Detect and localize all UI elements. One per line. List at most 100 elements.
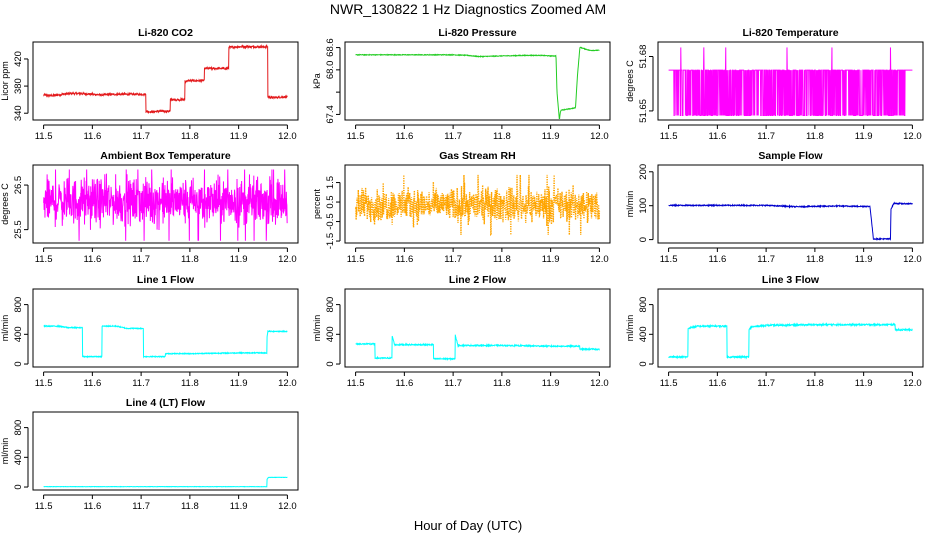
- chart-line-3-flow: Line 3 Flow 11.5 11.6 11.7 11.8 11.9 12.0 0 400 8…: [625, 274, 924, 389]
- y-tick-label: 800: [13, 297, 24, 313]
- x-tick-label: 11.9: [542, 131, 560, 142]
- x-tick-label: 11.7: [132, 378, 150, 389]
- chart-title: Line 4 (LT) Flow: [126, 397, 206, 409]
- x-tick-label: 11.8: [181, 501, 199, 512]
- plot-frame: [657, 164, 924, 244]
- chart-title: Ambient Box Temperature: [100, 150, 231, 162]
- plot-frame: [32, 288, 299, 368]
- y-tick-label: 800: [325, 297, 336, 313]
- x-tick-label: 12.0: [590, 378, 609, 389]
- x-tick-label: 12.0: [278, 501, 297, 512]
- chart-li-820-temperature: Li-820 Temperature 11.5 11.6 11.7 11.8 11.9 12…: [625, 27, 924, 142]
- x-tick-label: 11.8: [806, 254, 824, 265]
- x-tick-label: 11.7: [132, 254, 150, 265]
- x-tick-label: 11.7: [132, 131, 150, 142]
- y-tick-label: 0: [638, 237, 649, 242]
- y-axis-label: ml/min: [625, 315, 635, 342]
- x-tick-label: 12.0: [278, 378, 297, 389]
- x-tick-label: 11.5: [35, 254, 53, 265]
- x-tick-label: 11.9: [230, 131, 248, 142]
- y-tick-label: 1.5: [325, 176, 336, 189]
- y-tick-label: 0: [13, 361, 24, 366]
- x-tick-label: 11.6: [395, 131, 413, 142]
- y-tick-label: 800: [638, 297, 649, 313]
- x-tick-label: 11.6: [708, 131, 726, 142]
- y-tick-label: -0.5: [325, 213, 336, 229]
- chart-title: Li-820 CO2: [138, 27, 193, 39]
- x-tick-label: 11.9: [230, 501, 248, 512]
- x-tick-label: 11.5: [35, 131, 53, 142]
- x-tick-label: 11.6: [395, 378, 413, 389]
- x-tick-label: 11.9: [230, 254, 248, 265]
- y-axis-label: ml/min: [625, 191, 635, 218]
- plot-frame: [32, 41, 299, 121]
- x-tick-label: 11.6: [83, 131, 101, 142]
- figure-x-axis-label: Hour of Day (UTC): [413, 518, 523, 533]
- x-tick-label: 12.0: [278, 131, 297, 142]
- x-tick-label: 12.0: [903, 378, 922, 389]
- y-tick-label: 420: [13, 51, 24, 67]
- chart-line-1-flow: Line 1 Flow 11.5 11.6 11.7 11.8 11.9 12.0 0 400 8…: [0, 274, 299, 389]
- x-tick-label: 11.5: [347, 378, 365, 389]
- plot-frame: [344, 164, 611, 244]
- x-tick-label: 11.5: [347, 254, 365, 265]
- x-tick-label: 12.0: [590, 254, 609, 265]
- y-tick-label: 68.6: [325, 38, 336, 57]
- series-line: [43, 476, 288, 488]
- chart-title: Line 2 Flow: [449, 274, 507, 286]
- y-tick-label: 380: [13, 78, 24, 94]
- y-tick-label: 0: [13, 484, 24, 489]
- x-tick-label: 11.8: [806, 131, 824, 142]
- y-tick-label: 51.65: [638, 99, 649, 123]
- y-tick-label: 26.5: [13, 176, 24, 195]
- x-tick-label: 11.6: [83, 501, 101, 512]
- x-tick-label: 11.7: [757, 131, 775, 142]
- x-tick-label: 11.9: [855, 254, 873, 265]
- x-tick-label: 11.8: [493, 131, 511, 142]
- y-axis-label: ml/min: [312, 315, 322, 342]
- y-axis-label: kPa: [312, 73, 322, 89]
- x-tick-label: 12.0: [903, 254, 922, 265]
- y-axis-label: ml/min: [0, 438, 10, 465]
- x-tick-label: 11.9: [230, 378, 248, 389]
- chart-line-2-flow: Line 2 Flow 11.5 11.6 11.7 11.8 11.9 12.0 0 400 8…: [312, 274, 611, 389]
- x-tick-label: 11.6: [395, 254, 413, 265]
- x-tick-label: 11.9: [542, 378, 560, 389]
- x-tick-label: 11.8: [493, 378, 511, 389]
- chart-gas-stream-rh: Gas Stream RH 11.5 11.6 11.7 11.8 11.9 12.0 -1.…: [312, 150, 611, 265]
- y-tick-label: 400: [638, 326, 649, 342]
- chart-title: Line 1 Flow: [137, 274, 195, 286]
- y-axis-label: ml/min: [0, 315, 10, 342]
- x-tick-label: 11.9: [855, 378, 873, 389]
- x-tick-label: 11.6: [83, 254, 101, 265]
- x-tick-label: 11.8: [181, 254, 199, 265]
- x-tick-label: 11.5: [35, 501, 53, 512]
- chart-title: Gas Stream RH: [439, 150, 515, 162]
- chart-title: Line 3 Flow: [762, 274, 820, 286]
- y-tick-label: 0: [325, 361, 336, 366]
- x-tick-label: 11.5: [347, 131, 365, 142]
- series-line: [668, 322, 913, 360]
- x-tick-label: 11.5: [660, 254, 678, 265]
- plot-frame: [344, 41, 611, 121]
- plot-frame: [32, 411, 299, 491]
- y-axis-label: percent: [312, 188, 322, 219]
- series-line: [43, 324, 288, 359]
- y-axis-label: Licor ppm: [0, 61, 10, 101]
- x-tick-label: 11.9: [542, 254, 560, 265]
- x-tick-label: 12.0: [590, 131, 609, 142]
- y-axis-label: degrees C: [0, 183, 10, 225]
- x-tick-label: 11.6: [83, 378, 101, 389]
- series-line: [668, 47, 913, 116]
- x-tick-label: 12.0: [278, 254, 297, 265]
- chart-title: Li-820 Pressure: [438, 27, 516, 39]
- x-tick-label: 11.7: [444, 131, 462, 142]
- series-line: [43, 169, 288, 241]
- chart-title: Li-820 Temperature: [742, 27, 838, 39]
- series-line: [43, 43, 288, 114]
- x-tick-label: 11.8: [181, 378, 199, 389]
- x-tick-label: 11.5: [660, 378, 678, 389]
- x-tick-label: 11.7: [757, 254, 775, 265]
- y-tick-label: 200: [638, 164, 649, 180]
- y-tick-label: 340: [13, 105, 24, 121]
